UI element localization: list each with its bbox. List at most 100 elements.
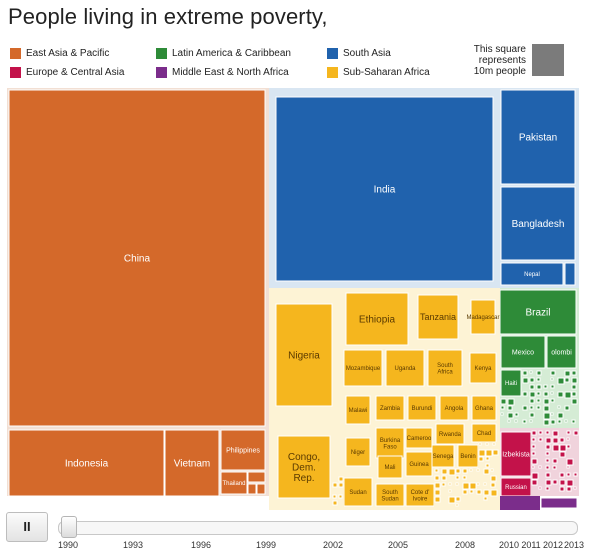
region-latin-america-small-country (550, 398, 555, 403)
country-zambia-label: Zambia (380, 406, 401, 412)
country-cote-d-ivoire-label: Cote d' Ivoire (411, 490, 430, 502)
region-latin-america-small-country (522, 377, 529, 384)
region-middle-east-north-africa-cell (540, 497, 578, 509)
region-europe-central-asia-small-country (545, 437, 552, 444)
country-nigeria-cell (275, 303, 333, 407)
region-sub-saharan-africa-small-country (332, 482, 338, 488)
legend-item-latin-america-caribbean: Latin America & Caribbean (156, 48, 291, 59)
region-sub-saharan-africa-small-country (448, 489, 452, 493)
region-latin-america-small-country (529, 405, 534, 410)
region-sub-saharan-africa-small-country (469, 489, 474, 494)
region-sub-saharan-africa-small-country (485, 456, 490, 461)
country-cameroon-label: Cameroo (407, 436, 432, 442)
country-madagascar-label: Madagascar (466, 315, 499, 321)
country-south-sudan-label: South Sudan (381, 490, 398, 502)
region-latin-america-small-country (557, 377, 565, 385)
country-china-label: China (124, 254, 151, 265)
country-mexico-cell (500, 335, 546, 369)
year-label: 2012 (542, 540, 564, 550)
region-latin-america-small-country (564, 405, 570, 411)
country-burundi-label: Burundi (412, 406, 433, 412)
region-latin-america-small-country (529, 412, 535, 418)
chart-title: People living in extreme poverty, (8, 4, 328, 29)
country-chad-label: Chad (477, 431, 491, 437)
region-sub-saharan-africa-small-country (490, 468, 494, 472)
region-europe-central-asia-small-country (552, 458, 558, 464)
country-ethiopia-cell (345, 292, 409, 346)
region-sub-saharan-africa-small-country (455, 503, 459, 507)
country-small-cell (256, 483, 266, 495)
region-europe-central-asia-small-country (531, 472, 539, 480)
region-europe-central-asia-small-country (559, 437, 565, 443)
country-colombia-cell (546, 335, 577, 369)
region-europe-central-asia-small-country (552, 444, 560, 452)
region-europe-central-asia-small-country (566, 486, 572, 492)
country-senegal-cell (431, 444, 455, 468)
region-sub-saharan-africa-small-country (338, 476, 344, 482)
region-latin-america-small-country (529, 384, 535, 390)
region-latin-america-small-country (543, 391, 549, 397)
region-europe-central-asia-small-country (573, 472, 578, 477)
region-latin-america-small-country (500, 398, 507, 405)
region-latin-america-small-country (529, 391, 536, 398)
region-europe-central-asia-small-country (559, 479, 566, 486)
region-latin-america-small-country (529, 377, 535, 383)
region-latin-america-small-country (557, 412, 564, 419)
country-south-africa-label: South Africa (437, 363, 453, 375)
region-sub-saharan-africa-small-country (483, 489, 490, 496)
country-haiti-cell (500, 369, 522, 397)
country-india-cell (275, 96, 494, 282)
region-europe-central-asia-small-country (545, 451, 550, 456)
country-ethiopia-label: Ethiopia (359, 315, 396, 326)
region-sub-saharan-africa-small-country (462, 489, 468, 495)
legend-label: Sub-Saharan Africa (343, 67, 430, 78)
timeline-handle[interactable] (61, 516, 77, 538)
country-uganda-label: Uganda (394, 366, 416, 372)
region-europe-central-asia-small-country (538, 430, 543, 435)
country-nepal-label: Nepal (524, 272, 540, 278)
country-rwanda-cell (435, 423, 465, 445)
timeline: II 1990 1993 1996 1999 2002 2005 2008 2010 2011 2… (0, 510, 596, 557)
year-label: 1993 (122, 540, 144, 550)
region-sub-saharan-africa-small-country (434, 489, 441, 496)
country-ghana-label: Ghana (475, 406, 494, 412)
region-latin-america-small-country (507, 398, 515, 406)
timeline-track[interactable] (58, 521, 578, 535)
region-europe-central-asia-small-country (552, 479, 558, 485)
country-brazil-label: Brazil (525, 308, 550, 319)
legend-label: Middle East & North Africa (172, 67, 289, 78)
country-pakistan-label: Pakistan (519, 133, 557, 144)
region-europe-central-asia-small-country (538, 465, 542, 469)
region-latin-america-small-country (571, 419, 576, 424)
region-latin-america-small-country (514, 412, 519, 417)
region-europe-central-asia-small-country (559, 472, 565, 478)
country-rwanda-label: Rwanda (439, 432, 462, 438)
region-sub-saharan-africa-small-country (441, 468, 448, 475)
region-europe-central-asia-small-country (531, 479, 538, 486)
legend-swatch (156, 67, 167, 78)
region-europe-central-asia-small-country (538, 486, 542, 490)
year-label: 2013 (563, 540, 585, 550)
region-sub-saharan-africa-small-country (483, 468, 490, 475)
region-sub-saharan-africa-small-country (490, 475, 497, 482)
region-sub-saharan-africa-small-country (338, 494, 343, 499)
region-sub-saharan-africa-small-country (490, 489, 498, 497)
region-sub-saharan-africa-small-country (448, 496, 456, 504)
country-brazil-cell (499, 289, 577, 335)
region-sub-saharan-africa-small-country (485, 442, 489, 446)
country-vietnam-cell (164, 429, 220, 497)
country-mali-cell (377, 455, 403, 479)
region-sub-saharan-africa-small-country (462, 475, 467, 480)
region-latin-america-small-country (571, 384, 577, 390)
region-latin-america-small-country (500, 412, 504, 416)
region-latin-america-small-country (529, 370, 533, 374)
region-europe-central-asia-small-country (559, 486, 565, 492)
country-thailand-label: Thailand (222, 481, 245, 487)
country-malawi-cell (345, 395, 371, 425)
country-guinea-cell (405, 451, 433, 477)
region-latin-america-small-country (536, 405, 541, 410)
legend-swatch (10, 67, 21, 78)
pause-button[interactable]: II (6, 512, 48, 542)
scale-note: This square represents 10m people (473, 44, 526, 77)
region-latin-america-small-country (543, 419, 550, 426)
